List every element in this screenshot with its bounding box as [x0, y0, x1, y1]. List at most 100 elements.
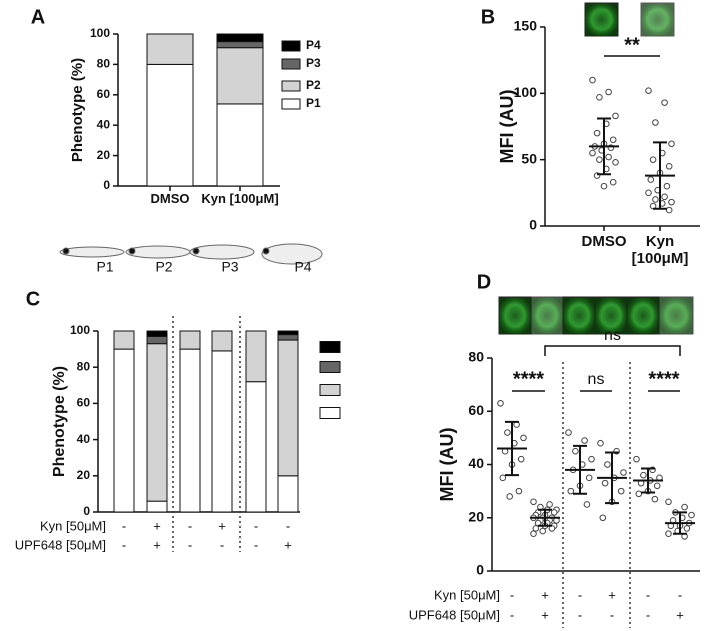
bar-segment [146, 500, 168, 513]
phenotype-label: P1 [96, 259, 113, 275]
bar-segment [113, 330, 135, 350]
panel-label: C [26, 288, 40, 310]
legend-swatch [281, 98, 301, 110]
y-tick-label: 60 [468, 402, 484, 418]
panel-label: A [31, 6, 45, 28]
treatment-sign: + [153, 537, 161, 552]
thumbnail [594, 296, 628, 335]
y-axis-label: Phenotype (%) [51, 366, 68, 477]
treatment-label: UPF648 [50μM] [15, 537, 106, 552]
data-point [653, 482, 661, 490]
treatment-sign: - [646, 607, 650, 622]
sd-bar [573, 444, 587, 495]
y-tick-label: 40 [97, 117, 111, 131]
sd-bar [538, 508, 552, 527]
data-point [617, 487, 625, 495]
y-tick-label: 20 [97, 148, 111, 162]
data-point [609, 136, 617, 144]
larva [59, 246, 125, 258]
data-point [583, 501, 591, 508]
treatment-sign: + [608, 587, 616, 602]
panel-label: D [477, 271, 491, 293]
data-point [593, 129, 601, 137]
data-point [640, 471, 647, 479]
treatment-sign: + [153, 518, 161, 533]
data-point [585, 474, 593, 482]
data-point [589, 149, 596, 157]
bar-segment [211, 330, 233, 352]
y-tick-label: 20 [77, 468, 91, 482]
bar-segment [277, 475, 299, 513]
treatment-sign: - [122, 537, 126, 552]
bar-segment [245, 381, 267, 513]
treatment-label: UPF648 [50μM] [409, 607, 500, 622]
larva-eye [128, 247, 136, 255]
bar-segment [146, 335, 168, 345]
legend-label: P4 [306, 38, 321, 52]
data-point [635, 490, 643, 498]
data-point [661, 99, 668, 106]
y-tick-label: 50 [521, 150, 537, 166]
bar-segment [211, 350, 233, 513]
data-point [546, 501, 553, 508]
treatment-sign: - [220, 537, 224, 552]
x-tick-label: DMSO [581, 233, 627, 250]
larvae [59, 243, 323, 265]
bar-segment [277, 330, 299, 336]
phenotype-label: P3 [221, 259, 238, 275]
significance-label: **** [513, 368, 544, 390]
data-point [517, 455, 525, 463]
treatment-sign: - [286, 518, 290, 533]
data-point [612, 159, 619, 166]
larva [189, 244, 255, 260]
data-point [604, 461, 611, 468]
treatment-sign: + [541, 607, 549, 622]
larva-eye [262, 247, 270, 255]
thumbnail [498, 296, 532, 335]
y-tick-label: 80 [468, 349, 484, 365]
y-axis-label: MFI (AU) [437, 428, 457, 502]
bar-segment [146, 33, 194, 65]
data-point [506, 493, 514, 500]
y-tick-label: 80 [97, 57, 111, 71]
sd-bar [641, 467, 655, 494]
data-point [665, 498, 672, 506]
data-point [652, 196, 659, 203]
data-point [665, 163, 673, 170]
data-point [620, 469, 627, 476]
data-point [609, 178, 617, 186]
treatment-sign: - [510, 587, 514, 602]
x-tick-label: DMSO [150, 191, 190, 206]
data-point [668, 140, 675, 148]
data-point [612, 112, 619, 120]
treatment-sign: - [188, 518, 192, 533]
treatment-sign: - [510, 607, 514, 622]
thumbnails-d [498, 296, 694, 335]
treatment-label: Kyn [50μM] [434, 587, 500, 602]
bar-segment [113, 348, 135, 513]
significance-label: **** [648, 368, 679, 390]
thumbnail [640, 2, 675, 37]
data-point [652, 119, 659, 126]
significance-label: ns [588, 371, 605, 388]
data-point [665, 530, 672, 538]
treatment-sign: + [284, 537, 292, 552]
data-point [520, 434, 527, 442]
treatment-sign: + [218, 518, 226, 533]
treatment-sign: - [122, 518, 126, 533]
legend-swatch [281, 40, 301, 52]
data-point [665, 206, 673, 214]
legend-label: P2 [306, 78, 321, 92]
data-point [530, 498, 537, 506]
treatment-sign: - [646, 587, 650, 602]
data-point [601, 479, 609, 487]
data-point [681, 503, 688, 511]
bar-segment [146, 343, 168, 502]
phenotype-label: P2 [155, 259, 172, 275]
significance-label: ** [624, 34, 640, 56]
bar-segment [216, 47, 264, 105]
legend-swatch [319, 341, 341, 353]
data-point [597, 439, 604, 447]
bar-segment [146, 63, 194, 187]
thumbnail [626, 296, 660, 335]
